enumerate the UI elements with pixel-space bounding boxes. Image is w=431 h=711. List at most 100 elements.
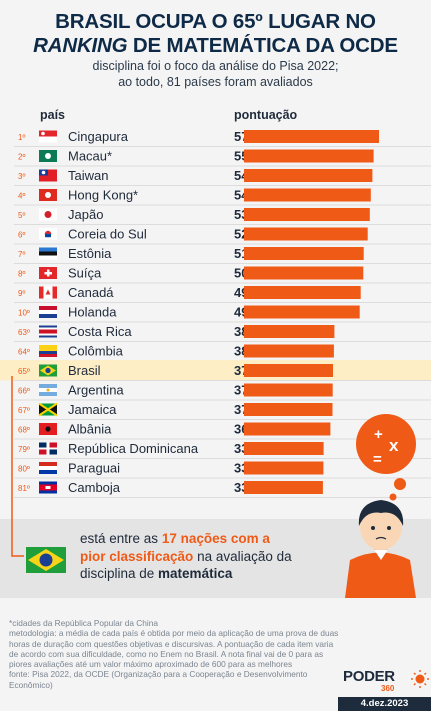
rank-label: 81º <box>18 484 30 493</box>
title-line-2: RANKING DE MATEMÁTICA DA OCDE <box>0 34 431 58</box>
bar <box>244 383 333 397</box>
coreia-flag-icon <box>39 228 57 240</box>
country-label: Taiwan <box>68 168 108 183</box>
rank-label: 68º <box>18 426 30 435</box>
bar <box>244 247 364 260</box>
country-label: Hong Kong* <box>68 188 138 203</box>
country-label: Argentina <box>68 383 124 398</box>
country-label: Jamaica <box>68 402 117 417</box>
rank-label: 79º <box>18 445 30 454</box>
country-label: Camboja <box>68 480 121 495</box>
bar <box>244 149 374 163</box>
connector-line <box>11 376 24 557</box>
title-line-1: BRASIL OCUPA O 65º LUGAR NO <box>55 10 376 33</box>
footnote-method: metodologia: a média de cada país é obti… <box>9 628 339 670</box>
bar <box>244 208 370 221</box>
bar <box>244 227 368 241</box>
albania-flag-icon <box>39 423 57 435</box>
rank-label: 4º <box>18 192 25 201</box>
paraguai-flag-icon <box>39 462 57 474</box>
callout-highlight: 17 nações com a pior classificação <box>80 531 270 564</box>
bar <box>244 266 364 280</box>
poder360-sun-icon <box>411 670 429 688</box>
callout-brasil-flag-icon <box>26 547 66 573</box>
hong-kong-flag-icon <box>39 189 57 201</box>
thought-bubble-icon <box>356 414 416 501</box>
country-label: Albânia <box>68 422 112 437</box>
bar <box>244 169 373 182</box>
colombia-flag-icon <box>39 345 57 357</box>
country-column-header: país <box>40 108 66 122</box>
rank-label: 2º <box>18 153 25 162</box>
score-column-header: pontuação <box>234 108 298 122</box>
footnote-asterisk: *cidades da República Popular da China <box>9 618 158 628</box>
title-line-2-rest: DE MATEMÁTICA DA OCDE <box>127 34 398 57</box>
bar <box>244 325 335 338</box>
rank-label: 7º <box>18 250 25 259</box>
callout-text-2: na avaliação da disciplina de <box>80 548 292 582</box>
country-label: Costa Rica <box>68 324 132 339</box>
bar <box>244 286 361 299</box>
rank-label: 9º <box>18 289 25 298</box>
callout-text-1: está entre as <box>80 531 162 546</box>
taiwan-flag-icon <box>39 169 57 182</box>
bar <box>244 364 333 377</box>
logo-text: PODER <box>343 668 395 685</box>
subtitle-line-1: disciplina foi o foco da análise do Pisa… <box>92 59 339 73</box>
country-label: Canadá <box>68 285 114 300</box>
country-label: Coreia do Sul <box>68 227 147 242</box>
country-label: Holanda <box>68 305 117 320</box>
bar <box>244 461 324 475</box>
country-label: Colômbia <box>68 344 124 359</box>
student-illustration-icon <box>345 500 416 598</box>
camboja-flag-icon <box>39 481 57 494</box>
country-label: República Dominicana <box>68 441 199 456</box>
bar <box>244 481 323 494</box>
rank-label: 10º <box>18 309 30 318</box>
rank-label: 65º <box>18 367 30 376</box>
country-label: Cingapura <box>68 129 129 144</box>
rank-label: 63º <box>18 328 30 337</box>
country-label: Brasil <box>68 363 101 378</box>
suica-flag-icon <box>39 267 57 279</box>
bar <box>244 130 379 143</box>
footnotes: *cidades da República Popular da China m… <box>9 618 339 690</box>
country-label: Suíça <box>68 266 102 281</box>
rank-label: 3º <box>18 172 25 181</box>
argentina-flag-icon <box>39 384 57 396</box>
logo-number: 360 <box>381 684 395 693</box>
footnote-source: fonte: Pisa 2022, da OCDE (Organização p… <box>9 669 308 690</box>
bar <box>244 422 331 436</box>
callout-text: está entre as 17 nações com a pior class… <box>80 530 295 583</box>
rank-label: 80º <box>18 465 30 474</box>
bubble-times: x <box>389 436 399 455</box>
rank-label: 5º <box>18 211 25 220</box>
rank-label: 64º <box>18 348 30 357</box>
rank-label: 8º <box>18 270 25 279</box>
estonia-flag-icon <box>39 247 57 260</box>
bubble-equals: = <box>373 451 382 468</box>
bar <box>244 403 333 416</box>
costa-rica-flag-icon <box>39 325 57 338</box>
holanda-flag-icon <box>39 306 57 318</box>
rank-label: 6º <box>18 231 25 240</box>
date-box <box>338 697 431 711</box>
jamaica-flag-icon <box>38 402 58 417</box>
bar <box>244 344 334 358</box>
country-label: Japão <box>68 207 103 222</box>
cingapura-flag-icon <box>39 130 57 143</box>
date-label: 4.dez.2023 <box>360 698 409 709</box>
macau-flag-icon <box>39 150 57 162</box>
bar <box>244 188 371 202</box>
title-ranking-word: RANKING <box>33 34 128 57</box>
country-label: Macau* <box>68 149 112 164</box>
rank-label: 1º <box>18 133 25 142</box>
rank-label: 67º <box>18 406 30 415</box>
bubble-plus: + <box>374 426 383 443</box>
japao-flag-icon <box>39 208 57 221</box>
country-label: Paraguai <box>68 461 120 476</box>
bar <box>244 442 324 455</box>
brasil-flag-icon <box>39 364 57 377</box>
